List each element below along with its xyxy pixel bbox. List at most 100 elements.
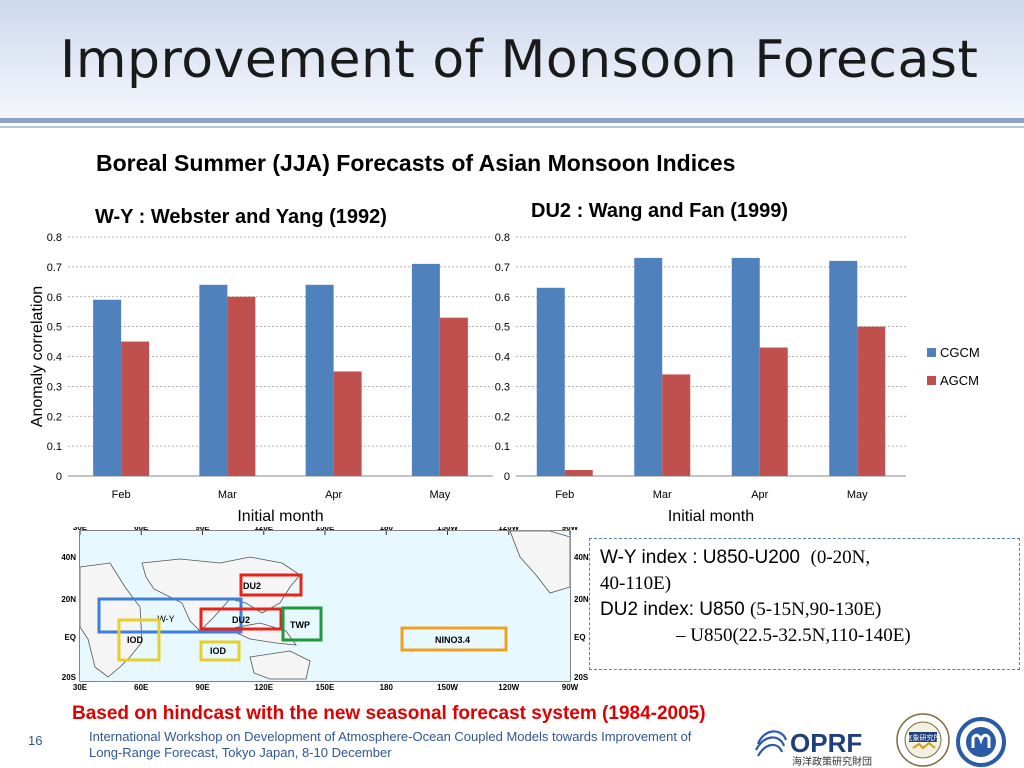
- du2-index-label: DU2 index: U850: [600, 599, 745, 620]
- region-du2-north-label: DU2: [243, 581, 261, 591]
- region-iod-west: [117, 618, 161, 662]
- ring-logo: [956, 717, 1006, 767]
- bar-agcm-may: [439, 317, 468, 476]
- x-tick-label: Mar: [653, 489, 672, 501]
- bar-agcm-mar: [662, 374, 691, 476]
- wy-region-a: (0-20N,: [810, 547, 871, 568]
- y-tick-label: 0.3: [495, 381, 510, 393]
- map-lat-label: 40N: [61, 553, 76, 562]
- du2-bar-chart: 0 0.1 0.2 0.3 0.4 0.5 0.6 0.7 0.8 Feb Mar Apr May Ini…: [495, 232, 980, 525]
- map-lon-label: 120W: [498, 683, 519, 692]
- map-lon-label: 90W: [562, 683, 579, 692]
- page-number: 16: [28, 733, 43, 748]
- region-iod-west-label: IOD: [127, 635, 144, 645]
- du2-definition: DU2 index: U850 (5-15N,90-130E): [600, 597, 1009, 623]
- title-divider: [0, 118, 1024, 123]
- bar-agcm-mar: [227, 296, 256, 476]
- region-iod-east: [199, 640, 241, 662]
- map-lat-label: 20S: [574, 673, 589, 682]
- wy-index-label: W-Y index : U850-U200: [600, 547, 800, 568]
- legend-label-agcm: AGCM: [940, 373, 979, 388]
- map-lon-label: 120E: [254, 683, 273, 692]
- mri-seal-logo: 気象研究所: [896, 713, 950, 767]
- slide-title: Improvement of Monsoon Forecast: [60, 30, 979, 90]
- y-tick-label: 0.4: [47, 352, 62, 364]
- bar-cgcm-feb: [93, 299, 122, 476]
- y-tick-label: 0.8: [495, 232, 510, 244]
- map-lon-label: 120W: [498, 527, 519, 532]
- legend-swatch-cgcm: [927, 348, 936, 357]
- y-tick-label: 0.4: [495, 352, 510, 364]
- x-tick-label: Apr: [325, 489, 342, 501]
- bar-agcm-feb: [564, 470, 593, 476]
- map-lon-label: 150E: [316, 683, 335, 692]
- map-lon-label: 90W: [562, 527, 579, 532]
- mri-seal-text: 気象研究所: [906, 733, 941, 742]
- map-lon-label: 60E: [134, 683, 149, 692]
- chart1-title: W-Y : Webster and Yang (1992): [95, 206, 387, 228]
- bar-agcm-may: [857, 326, 886, 476]
- hindcast-note: Based on hindcast with the new seasonal …: [72, 703, 706, 724]
- bar-cgcm-apr: [305, 284, 334, 476]
- oprf-wordmark: OPRF: [790, 728, 862, 758]
- region-wy-label: W-Y: [157, 614, 174, 624]
- bar-cgcm-mar: [634, 257, 663, 476]
- wy-region-b: 40-110E): [600, 573, 672, 594]
- bar-agcm-feb: [121, 341, 150, 476]
- bar-cgcm-mar: [199, 284, 228, 476]
- bar-cgcm-feb: [536, 287, 565, 476]
- x-tick-label: May: [429, 489, 450, 501]
- bar-cgcm-may: [829, 260, 858, 476]
- legend-swatch-agcm: [927, 376, 936, 385]
- y-tick-label: 0.8: [47, 232, 62, 244]
- region-iod-east-label: IOD: [210, 646, 227, 656]
- region-du2-south: [199, 607, 283, 631]
- wy-bar-chart: 0 0.1 0.2 0.3 0.4 0.5 0.6 0.7 0.8 Feb Mar Apr May Ini…: [29, 232, 493, 525]
- y-tick-label: 0.6: [47, 292, 62, 304]
- x-tick-label: Feb: [112, 489, 131, 501]
- title-divider-thin: [0, 126, 1024, 128]
- legend-label-cgcm: CGCM: [940, 345, 980, 360]
- map-lon-label: 180: [380, 683, 394, 692]
- map-lon-label: 180: [380, 527, 394, 532]
- y-axis-label: Anomaly correlation: [29, 286, 46, 427]
- map-lat-label: 20N: [61, 595, 76, 604]
- title-banner: [0, 0, 1024, 118]
- x-axis-label: Initial month: [668, 508, 754, 525]
- oprf-subtext: 海洋政策研究財団: [792, 755, 872, 768]
- y-tick-label: 0.7: [495, 262, 510, 274]
- oprf-swirl-icon: [755, 730, 788, 757]
- y-tick-label: 0.1: [495, 441, 510, 453]
- y-tick-label: 0.2: [47, 411, 62, 423]
- y-tick-label: 0.6: [495, 292, 510, 304]
- map-lon-label: 30E: [73, 527, 88, 532]
- y-tick-label: 0.1: [47, 441, 62, 453]
- oprf-logo: OPRF 海洋政策研究財団: [755, 728, 872, 768]
- map-lon-label: 30E: [73, 683, 88, 692]
- x-tick-label: May: [847, 489, 868, 501]
- footer-line-1: International Workshop on Development of…: [89, 729, 692, 744]
- footer-line-2: Long-Range Forecast, Tokyo Japan, 8-10 D…: [89, 745, 392, 760]
- index-definition-box: W-Y index : U850-U200 (0-20N, 40-110E) D…: [589, 538, 1020, 670]
- y-tick-label: 0: [56, 471, 62, 483]
- region-nino34: [400, 626, 508, 652]
- map-lat-label: 20N: [574, 595, 589, 604]
- map-lon-label: 150W: [437, 683, 458, 692]
- x-tick-label: Mar: [218, 489, 237, 501]
- y-tick-label: 0.5: [495, 322, 510, 334]
- map-lon-label: 60E: [134, 527, 149, 532]
- map-lat-label: 20S: [62, 673, 77, 682]
- footer-text: International Workshop on Development of…: [89, 729, 691, 761]
- map-lon-label: 150W: [437, 527, 458, 532]
- americas-land: [509, 530, 571, 594]
- region-wy: [97, 597, 243, 634]
- bar-cgcm-apr: [731, 257, 760, 476]
- wy-definition: W-Y index : U850-U200 (0-20N,: [600, 545, 1009, 571]
- y-tick-label: 0.7: [47, 262, 62, 274]
- map-lat-label: 40N: [574, 553, 589, 562]
- map-lat-label: EQ: [574, 633, 586, 642]
- slide-subtitle: Boreal Summer (JJA) Forecasts of Asian M…: [96, 150, 736, 176]
- australia-land: [249, 650, 311, 680]
- map-lon-label: 90E: [195, 683, 210, 692]
- map-lon-label: 90E: [195, 527, 210, 532]
